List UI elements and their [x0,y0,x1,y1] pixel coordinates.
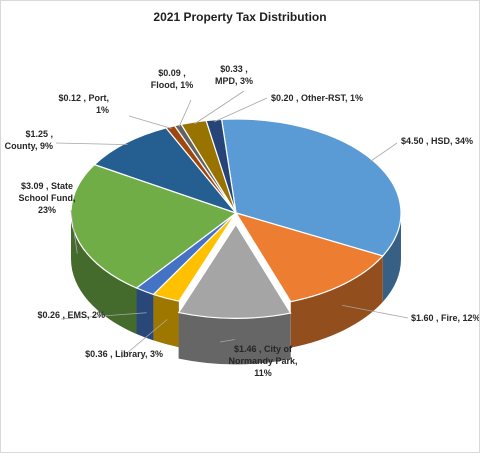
chart-title: 2021 Property Tax Distribution [153,10,326,24]
data-label-county: $1.25 , County, 9% [5,129,53,151]
leader-line-city-of-normandy-park [219,339,235,343]
data-label-line: 11% [254,368,272,378]
data-label-line: County, 9% [5,141,53,151]
data-label-line: $1.46 , City of [234,344,293,354]
pie-slice-other-rst [205,118,237,214]
data-label-line: MPD, 3% [215,76,253,86]
data-label-line: $1.25 , [25,129,53,139]
slice-side-city-of-normandy-park [178,312,291,365]
data-label-library: $0.36 , Library, 3% [85,349,163,359]
leader-line-ems [60,312,147,320]
data-label-line: 1% [96,105,109,115]
data-label-line: $3.09 , State [21,181,73,191]
data-label-other-rst: $0.20 , Other-RST, 1% [271,93,363,103]
data-label-line: $0.12 , Port, [58,93,109,103]
leader-line-flood [178,99,192,127]
data-label-port: $0.12 , Port, 1% [58,93,109,115]
leader-line-county [55,142,128,146]
data-label-line: $0.33 , [220,64,248,74]
data-label-line: $0.20 , Other-RST, 1% [271,93,363,103]
data-labels: $4.50 , HSD, 34% $1.60 , Fire, 12% $1.46 ,… [5,64,479,378]
slice-side-fire [290,255,383,348]
data-label-city-of-normandy-park: $1.46 , City of Normandy Park, 11% [228,344,297,378]
data-label-line: $0.26 , EMS, 2% [37,310,105,320]
pie-slice-county [93,127,238,215]
data-label-mpd: $0.33 , MPD, 3% [215,64,253,86]
data-label-line: Normandy Park, [228,356,297,366]
leader-line-fire [342,305,409,319]
data-label-ems: $0.26 , EMS, 2% [37,310,105,320]
data-label-fire: $1.60 , Fire, 12% [411,313,479,323]
pie-slice-city-of-normandy-park [177,223,292,319]
data-label-line: $0.09 , [158,68,186,78]
data-label-flood: $0.09 , Flood, 1% [151,68,194,90]
data-label-hsd: $4.50 , HSD, 34% [401,136,473,146]
leader-line-other-rst [214,97,268,123]
label-leader-lines [55,90,409,359]
pie-slice-fire [234,211,384,303]
data-label-line: School Fund, [19,193,76,203]
leader-line-state-school-fund [70,209,78,254]
data-label-line: $1.60 , Fire, 12% [411,313,479,323]
data-label-line: 23% [38,205,56,215]
data-label-line: Flood, 1% [151,80,194,90]
data-label-state-school-fund: $3.09 , State School Fund, 23% [19,181,76,215]
leader-line-mpd [194,90,245,125]
leader-line-library [120,319,168,359]
slice-side-ems [136,287,154,341]
data-label-line: $4.50 , HSD, 34% [401,136,473,146]
leader-line-port [128,115,172,129]
pie-slices [70,118,402,319]
slice-side-state-school-fund [71,213,137,334]
data-label-line: $0.36 , Library, 3% [85,349,163,359]
leader-line-hsd [369,142,398,162]
